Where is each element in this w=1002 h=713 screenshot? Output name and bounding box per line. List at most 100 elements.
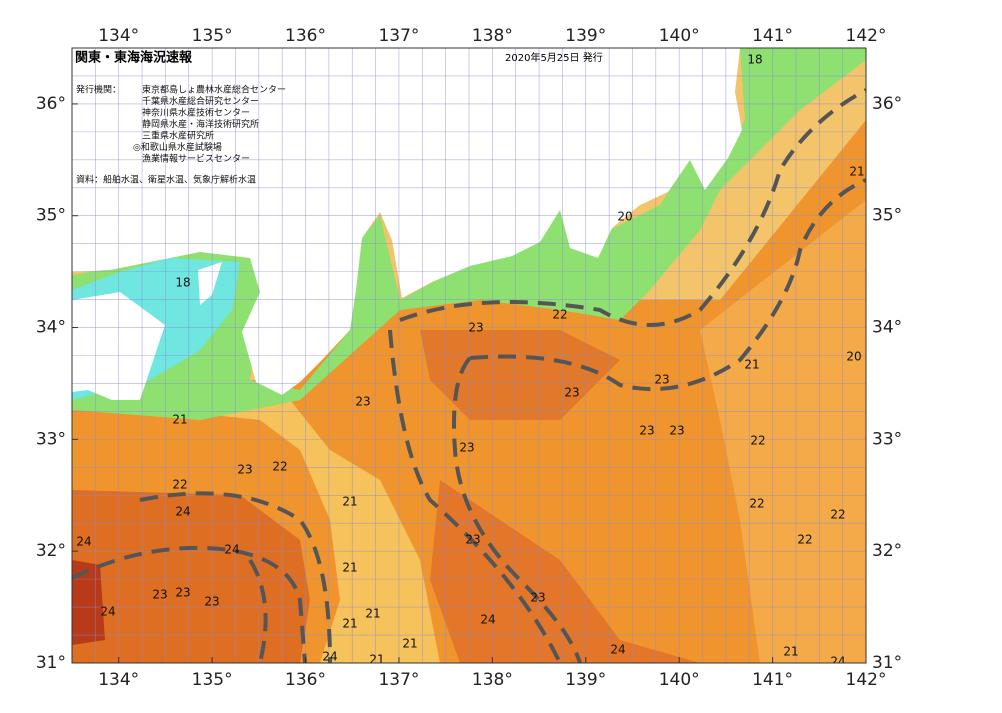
warm-core [72,560,105,645]
contour-label: 20 [846,350,861,364]
contour-label: 23 [152,588,167,602]
lat-tick-label: 31° [36,653,66,673]
map-frame [71,47,867,664]
contour-label: 23 [564,386,579,400]
warm-water [430,480,700,663]
contour-label: 23 [355,395,370,409]
contour-label: 23 [468,321,483,335]
lon-tick-label: 140° [659,26,700,46]
contour-label: 21 [849,165,864,179]
kuroshio-axis [452,356,582,663]
kuroshio-axis [248,558,268,663]
graticule [72,48,866,663]
kuroshio-axis [139,491,332,663]
lon-tick-label: 140° [659,670,700,690]
lon-tick-label: 141° [752,26,793,46]
lon-tick-label: 138° [472,670,513,690]
contour-label: 22 [749,497,764,511]
lon-tick-label: 139° [565,670,606,690]
contour-labels: 18 20 18 22 23 21 20 21 23 23 23 21 23 23 22 23 23 22 22 21… [76,53,864,667]
kuroshio-axis [72,545,307,663]
issuer: 東京都島しょ農林水産総合センター [142,84,286,96]
axis-ticks: 134° 134° 135° 135° 136° 136° 137° 137° 138° 138°… [36,26,902,690]
lon-tick-label: 139° [565,26,606,46]
issuer: ◎和歌山県水産試験場 [133,141,222,153]
lon-tick-label: 138° [472,26,513,46]
contour-label: 21 [342,617,357,631]
kuroshio-axis [388,329,562,663]
lon-tick-label: 135° [192,670,233,690]
lat-tick-label: 35° [872,206,902,226]
cool-water [72,380,440,663]
contour-label: 22 [830,508,845,522]
lat-tick-label: 32° [872,541,902,561]
contour-label: 22 [797,533,812,547]
issuer: 神奈川県水産技術センター [142,107,250,119]
contour-label: 24 [610,643,625,657]
lat-tick-label: 34° [872,318,902,338]
contour-label: 23 [204,595,219,609]
island [198,262,222,305]
issuer: 千葉県水産総合研究センター [142,95,259,107]
sea-zone [700,200,866,663]
lat-tick-label: 31° [872,653,902,673]
issuer: 三重県水産研究所 [142,130,214,142]
lon-tick-label: 134° [98,26,139,46]
contour-label: 21 [342,495,357,509]
contour-label: 23 [465,533,480,547]
contour-label: 24 [175,505,190,519]
lon-tick-label: 141° [752,670,793,690]
contour-label: 21 [172,413,187,427]
lon-tick-label: 137° [378,670,419,690]
contour-label: 18 [747,53,762,67]
contour-label: 22 [272,460,287,474]
issuer-list: 東京都島しょ農林水産総合センター千葉県水産総合研究センター神奈川県水産技術センタ… [133,84,286,165]
contour-label: 21 [365,607,380,621]
coastal-water [72,48,866,420]
data-source: 資料：船舶水温、衛星水温、気象庁解析水温 [76,174,256,186]
lon-tick-label: 136° [285,26,326,46]
lat-tick-label: 34° [36,318,66,338]
contour-label: 21 [783,645,798,659]
contour-label: 18 [175,276,190,290]
lat-tick-label: 36° [872,94,902,114]
lat-tick-label: 35° [36,206,66,226]
contour-label: 22 [552,308,567,322]
issue-date: 2020年5月25日 発行 [505,51,603,64]
contour-label: 21 [744,358,759,372]
map-title: 関東・東海海況速報 [75,50,193,66]
contour-label: 22 [750,434,765,448]
lon-tick-label: 136° [285,670,326,690]
lon-tick-label: 134° [98,670,139,690]
contour-label: 21 [369,653,384,667]
lat-tick-label: 36° [36,94,66,114]
contour-label: 23 [639,424,654,438]
warm-water [420,330,620,420]
contour-label: 23 [459,441,474,455]
issuer-label: 発行機関： [76,84,121,96]
lat-tick-label: 32° [36,541,66,561]
land [72,48,742,395]
contour-label: 23 [669,424,684,438]
contour-label: 24 [322,650,337,664]
contour-label: 20 [617,210,632,224]
contour-label: 21 [402,637,417,651]
contour-label: 24 [224,543,239,557]
contour-label: 23 [654,373,669,387]
lon-tick-label: 142° [846,670,887,690]
lat-tick-label: 33° [872,429,902,449]
contour-label: 21 [342,561,357,575]
lat-tick-label: 33° [36,429,66,449]
issuer: 漁業情報サービスセンター [142,153,250,165]
contour-label: 22 [172,478,187,492]
lon-tick-label: 135° [192,26,233,46]
lon-tick-label: 142° [846,26,887,46]
kuroshio-axis [469,178,866,392]
contour-label: 24 [76,535,91,549]
warm-water [72,490,310,663]
contour-label: 24 [480,613,495,627]
issuer: 静岡県水産・海洋技術研究所 [142,118,259,130]
lon-tick-label: 137° [378,26,419,46]
contour-label: 23 [237,463,252,477]
